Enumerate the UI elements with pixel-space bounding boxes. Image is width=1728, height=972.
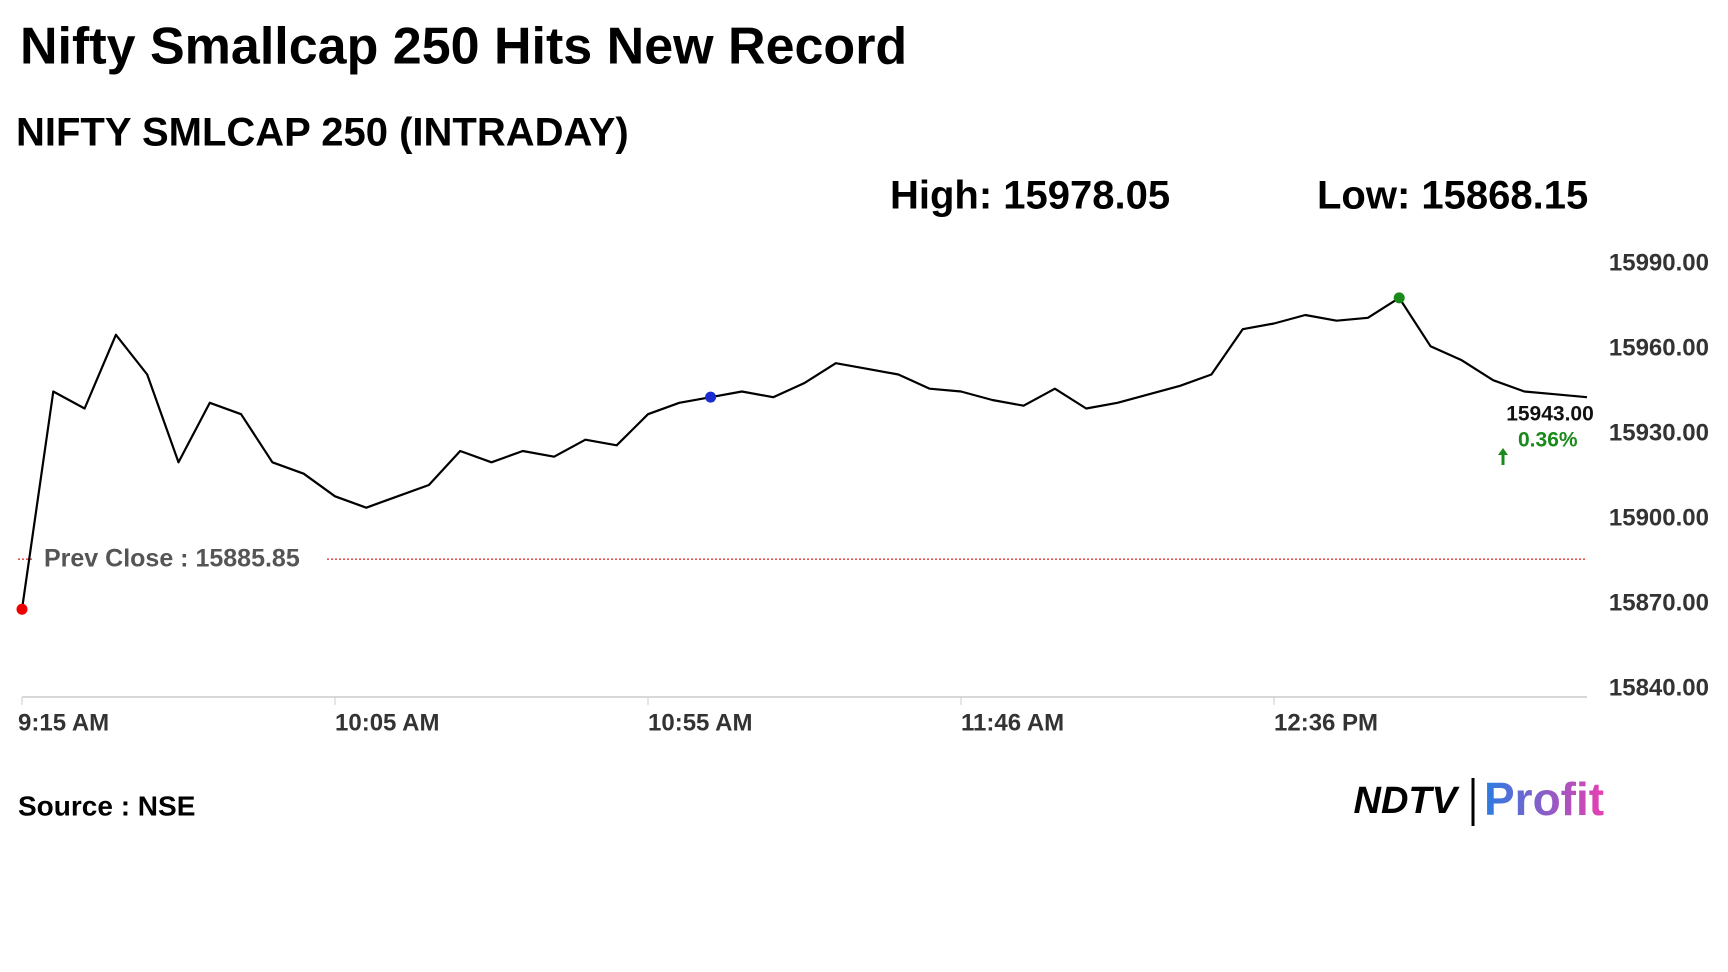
y-tick-label: 15840.00 [1609, 674, 1709, 701]
low-label: Low: 15868.15 [1317, 174, 1588, 218]
chart-title: Nifty Smallcap 250 Hits New Record [20, 18, 907, 76]
change-label: 0.36% [1518, 429, 1578, 452]
price-line [20, 296, 1588, 610]
x-tick-label: 11:46 AM [961, 709, 1064, 736]
x-tick-label: 9:15 AM [18, 709, 109, 736]
last-value-label: 15943.00 [1506, 403, 1594, 426]
logo-ndtv: NDTV [1354, 780, 1460, 822]
x-tick-label: 10:05 AM [335, 709, 439, 736]
high-marker [1393, 292, 1405, 304]
source: Source : NSE [18, 790, 195, 821]
x-tick-label: 12:36 PM [1274, 709, 1378, 736]
y-tick-label: 15870.00 [1609, 589, 1709, 616]
logo-profit: Profit [1484, 773, 1604, 825]
last-marker [705, 391, 717, 403]
y-tick-label: 15990.00 [1609, 249, 1709, 276]
chart-subtitle: NIFTY SMLCAP 250 (INTRADAY) [16, 111, 629, 155]
y-tick-label: 15960.00 [1609, 334, 1709, 361]
low-marker [16, 603, 28, 615]
x-tick-label: 10:55 AM [648, 709, 752, 736]
up-arrow [1498, 448, 1508, 465]
y-tick-label: 15930.00 [1609, 419, 1709, 446]
high-label: High: 15978.05 [890, 174, 1170, 218]
y-tick-label: 15900.00 [1609, 504, 1709, 531]
prev-close-label: Prev Close : 15885.85 [44, 545, 300, 573]
